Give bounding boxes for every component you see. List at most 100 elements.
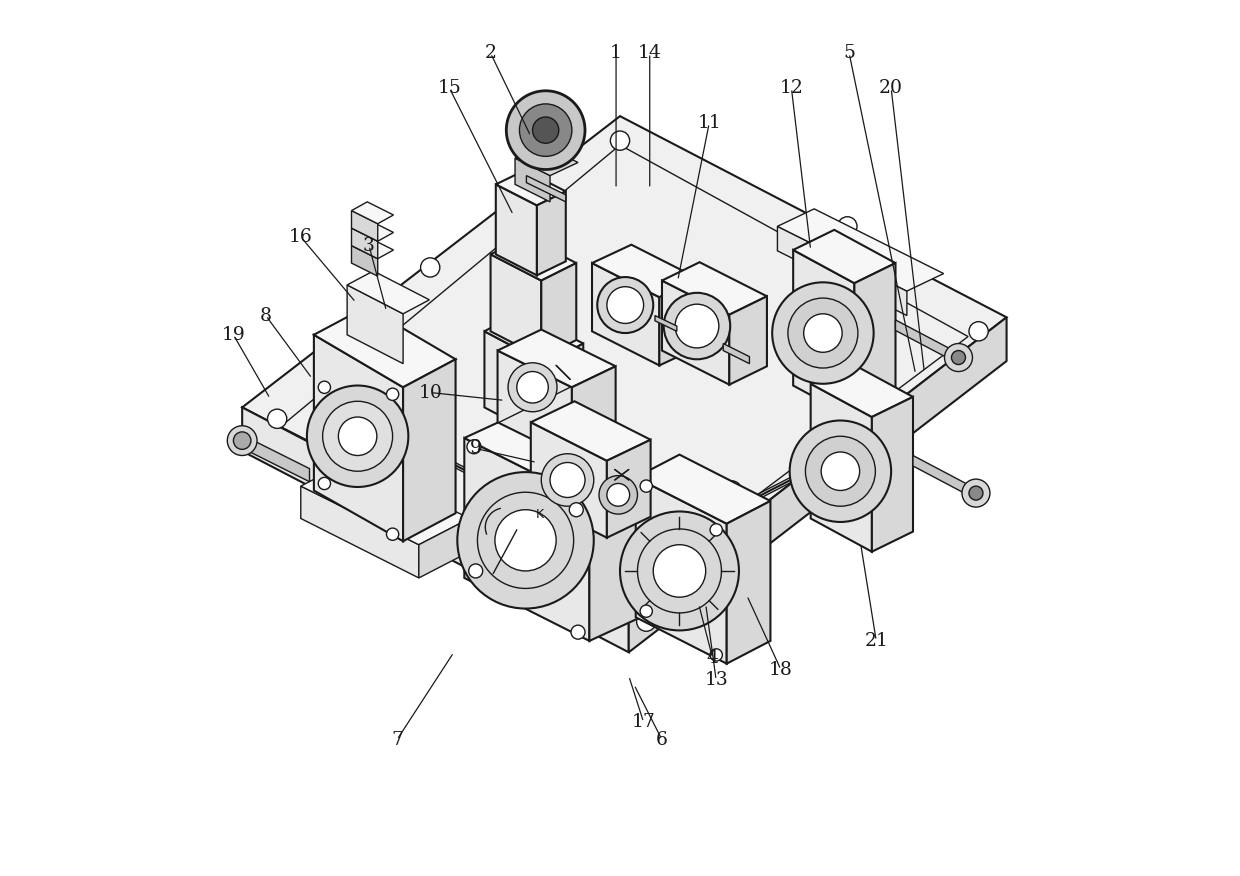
Polygon shape	[636, 477, 727, 664]
Polygon shape	[242, 117, 1007, 609]
Polygon shape	[242, 407, 629, 653]
Polygon shape	[301, 486, 419, 578]
Polygon shape	[314, 307, 455, 387]
Circle shape	[542, 454, 594, 506]
Polygon shape	[662, 262, 766, 314]
Polygon shape	[497, 329, 615, 387]
Circle shape	[653, 545, 706, 597]
Circle shape	[458, 472, 594, 609]
Polygon shape	[314, 335, 403, 541]
Polygon shape	[527, 175, 565, 201]
Circle shape	[506, 91, 585, 169]
Polygon shape	[515, 145, 578, 175]
Circle shape	[610, 131, 630, 151]
Polygon shape	[777, 208, 944, 291]
Polygon shape	[351, 201, 393, 223]
Polygon shape	[347, 271, 429, 314]
Circle shape	[508, 363, 557, 412]
Circle shape	[319, 477, 331, 490]
Circle shape	[598, 277, 653, 333]
Text: 3: 3	[363, 237, 374, 255]
Polygon shape	[464, 412, 646, 501]
Text: 16: 16	[289, 228, 312, 246]
Text: 15: 15	[438, 79, 461, 97]
Polygon shape	[811, 364, 913, 417]
Circle shape	[723, 481, 742, 500]
Polygon shape	[777, 226, 906, 315]
Polygon shape	[537, 191, 565, 275]
Polygon shape	[496, 170, 565, 205]
Circle shape	[606, 286, 644, 323]
Text: 17: 17	[631, 713, 656, 731]
Polygon shape	[497, 350, 572, 459]
Polygon shape	[794, 230, 895, 283]
Circle shape	[599, 476, 637, 514]
Polygon shape	[546, 343, 583, 440]
Text: 14: 14	[637, 44, 662, 62]
Polygon shape	[351, 219, 393, 241]
Circle shape	[821, 452, 859, 491]
Polygon shape	[351, 245, 378, 276]
Circle shape	[968, 486, 983, 500]
Circle shape	[806, 436, 875, 506]
Polygon shape	[542, 263, 577, 357]
Circle shape	[322, 401, 393, 471]
Polygon shape	[636, 455, 770, 524]
Polygon shape	[660, 279, 698, 365]
Circle shape	[637, 529, 722, 613]
Circle shape	[675, 304, 719, 348]
Circle shape	[517, 371, 548, 403]
Text: 11: 11	[697, 114, 722, 132]
Circle shape	[268, 409, 286, 428]
Polygon shape	[591, 263, 660, 365]
Circle shape	[711, 524, 723, 536]
Polygon shape	[895, 320, 957, 363]
Circle shape	[640, 605, 652, 618]
Circle shape	[477, 492, 574, 589]
Polygon shape	[854, 263, 895, 419]
Polygon shape	[485, 311, 583, 364]
Text: K: K	[536, 508, 543, 521]
Circle shape	[945, 343, 972, 371]
Circle shape	[227, 426, 257, 456]
Text: 1: 1	[610, 44, 622, 62]
Circle shape	[962, 479, 990, 507]
Polygon shape	[351, 237, 393, 258]
Circle shape	[787, 298, 858, 368]
Polygon shape	[403, 359, 455, 541]
Polygon shape	[351, 210, 378, 241]
Circle shape	[663, 293, 730, 359]
Circle shape	[467, 440, 481, 454]
Polygon shape	[239, 434, 310, 482]
Polygon shape	[347, 285, 403, 364]
Circle shape	[319, 381, 331, 393]
Polygon shape	[729, 296, 766, 385]
Circle shape	[951, 350, 966, 364]
Text: 10: 10	[418, 384, 443, 401]
Circle shape	[420, 258, 440, 277]
Text: 13: 13	[704, 671, 728, 689]
Circle shape	[711, 649, 723, 661]
Polygon shape	[794, 250, 854, 419]
Circle shape	[620, 512, 739, 631]
Polygon shape	[572, 366, 615, 459]
Text: 18: 18	[769, 661, 792, 679]
Polygon shape	[531, 401, 651, 461]
Circle shape	[339, 417, 377, 456]
Polygon shape	[464, 438, 589, 641]
Circle shape	[532, 117, 559, 144]
Polygon shape	[811, 384, 872, 552]
Polygon shape	[485, 331, 546, 440]
Circle shape	[469, 564, 482, 578]
Polygon shape	[589, 475, 646, 641]
Text: 5: 5	[843, 44, 856, 62]
Polygon shape	[606, 440, 651, 538]
Text: 9: 9	[470, 440, 481, 457]
Text: 21: 21	[864, 632, 888, 650]
Circle shape	[790, 420, 892, 522]
Polygon shape	[727, 501, 770, 664]
Text: 2: 2	[485, 44, 496, 62]
Polygon shape	[629, 317, 1007, 653]
Polygon shape	[591, 244, 698, 297]
Circle shape	[804, 314, 842, 352]
